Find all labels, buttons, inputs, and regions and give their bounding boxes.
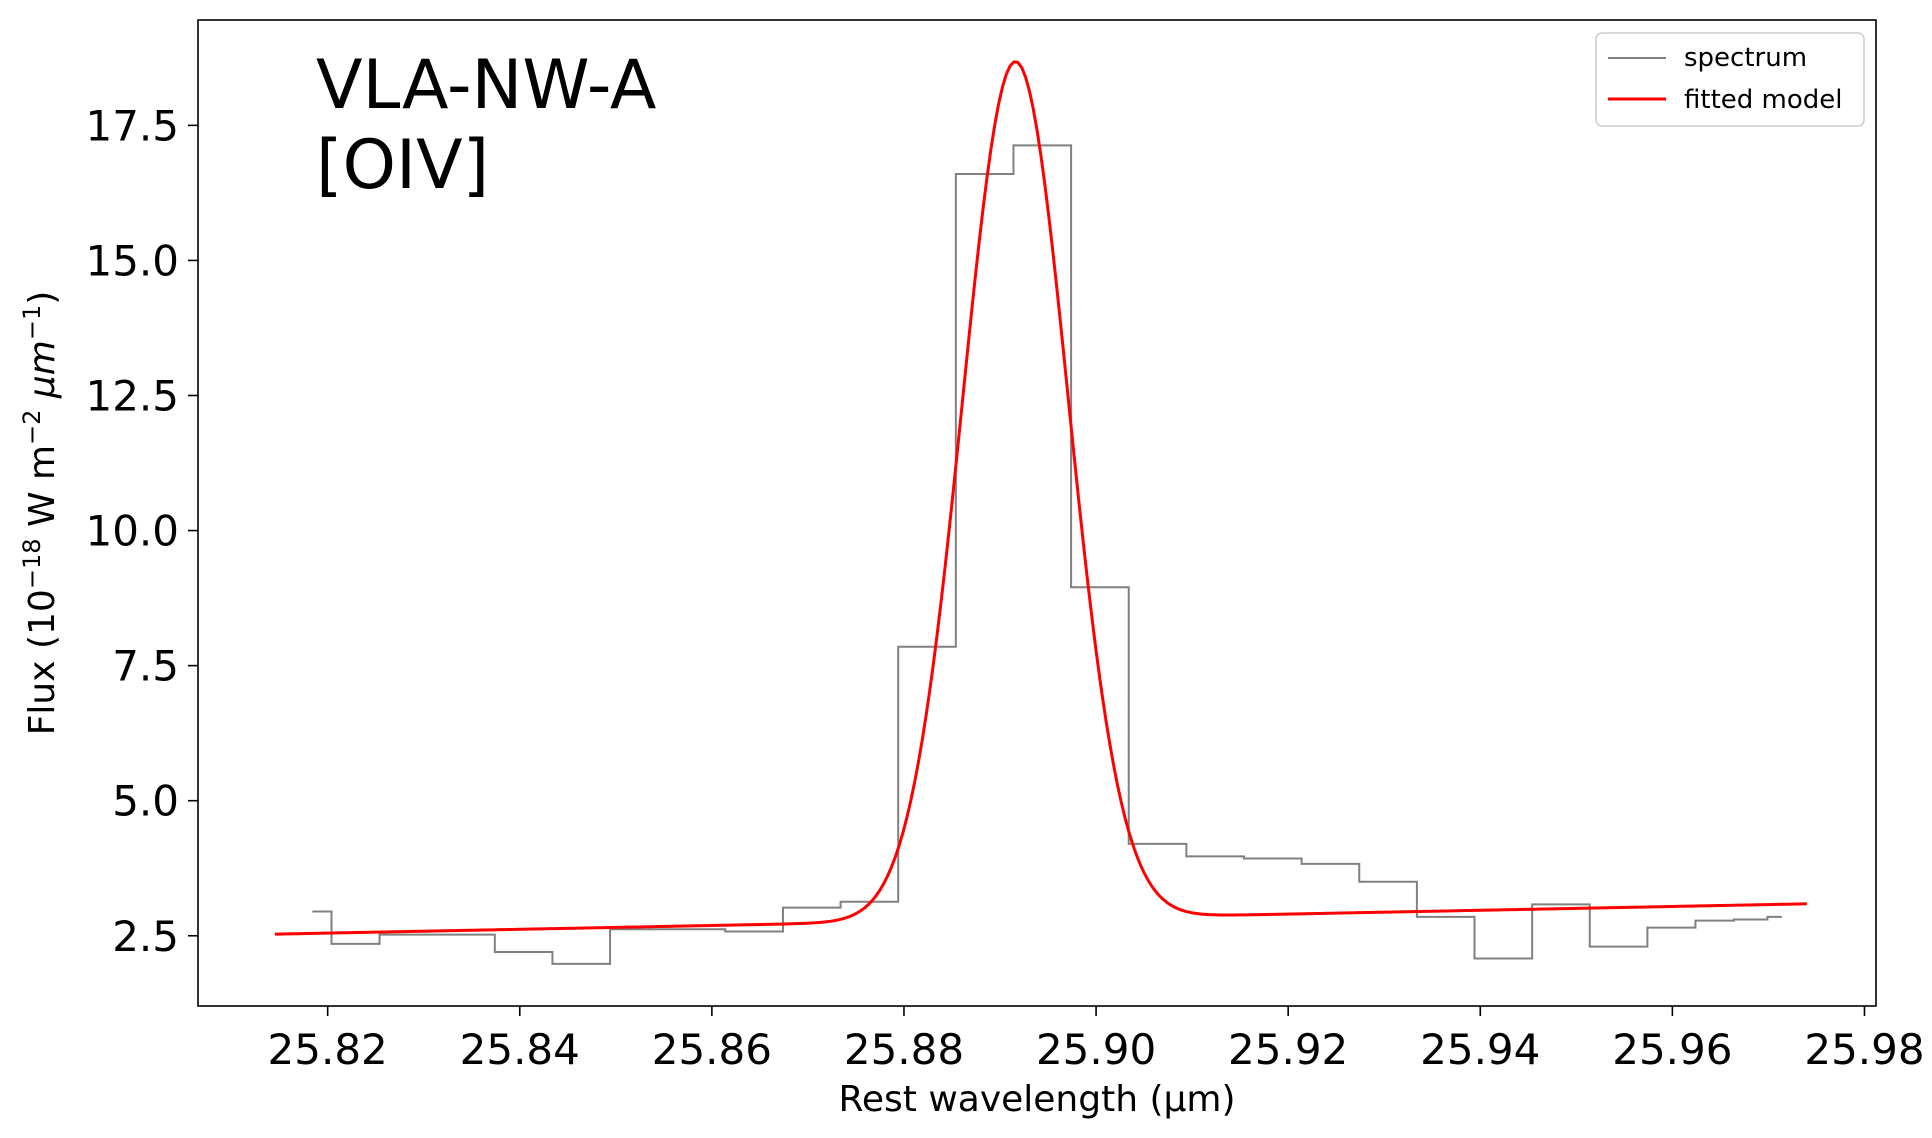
legend-box [1595,32,1865,127]
y-axis-label-suffix: ) [22,291,63,305]
axes-frame [197,19,1877,1007]
plot-area [198,20,1876,1006]
y-axis-ticks: 2.5 5.0 7.5 10.0 12.5 15.0 17.5 [85,101,198,961]
x-tick-label: 25.88 [844,1025,964,1074]
annotation-line-2: [OIV] [316,126,489,205]
x-tick-label: 25.96 [1612,1025,1732,1074]
x-tick-label: 25.86 [652,1025,772,1074]
y-tick-label: 15.0 [85,236,179,285]
y-axis-label-prefix: Flux (10 [22,589,63,735]
x-tick-label: 25.92 [1228,1025,1348,1074]
y-axis-label-exponent-area: −2 [18,410,46,445]
y-tick-label: 5.0 [112,777,179,826]
y-axis-label-exponent-micron: −1 [18,305,46,340]
x-tick-label: 25.94 [1420,1025,1540,1074]
x-tick-label: 25.82 [268,1025,388,1074]
series-layer [274,60,1807,965]
legend-spectrum-label: spectrum [1684,43,1807,73]
legend-fitted-model-label: fitted model [1684,85,1843,115]
y-tick-label: 12.5 [85,371,179,420]
x-tick-label: 25.84 [460,1025,580,1074]
y-tick-label: 2.5 [112,912,179,961]
y-axis-label-exponent-power: −18 [18,539,46,590]
legend: spectrum fitted model [1595,32,1865,127]
fitted-model-line [274,60,1807,936]
y-axis-label-micron: μm [22,340,63,409]
x-tick-label: 25.98 [1804,1025,1924,1074]
spectrum-line [312,144,1782,965]
y-tick-label: 10.0 [85,507,179,556]
annotation-line-1: VLA-NW-A [316,46,656,125]
y-tick-label: 7.5 [112,642,179,691]
x-axis-label: Rest wavelength (μm) [838,1079,1235,1120]
y-tick-label: 17.5 [85,101,179,150]
y-axis-label: Flux (10−18 W m−2 μm−1) [18,291,63,736]
x-tick-label: 25.90 [1036,1025,1156,1074]
y-axis-label-watt-meter: W m [22,445,63,539]
x-axis-ticks: 25.82 25.84 25.86 25.88 25.90 25.92 25.94 25.96… [268,1006,1925,1074]
